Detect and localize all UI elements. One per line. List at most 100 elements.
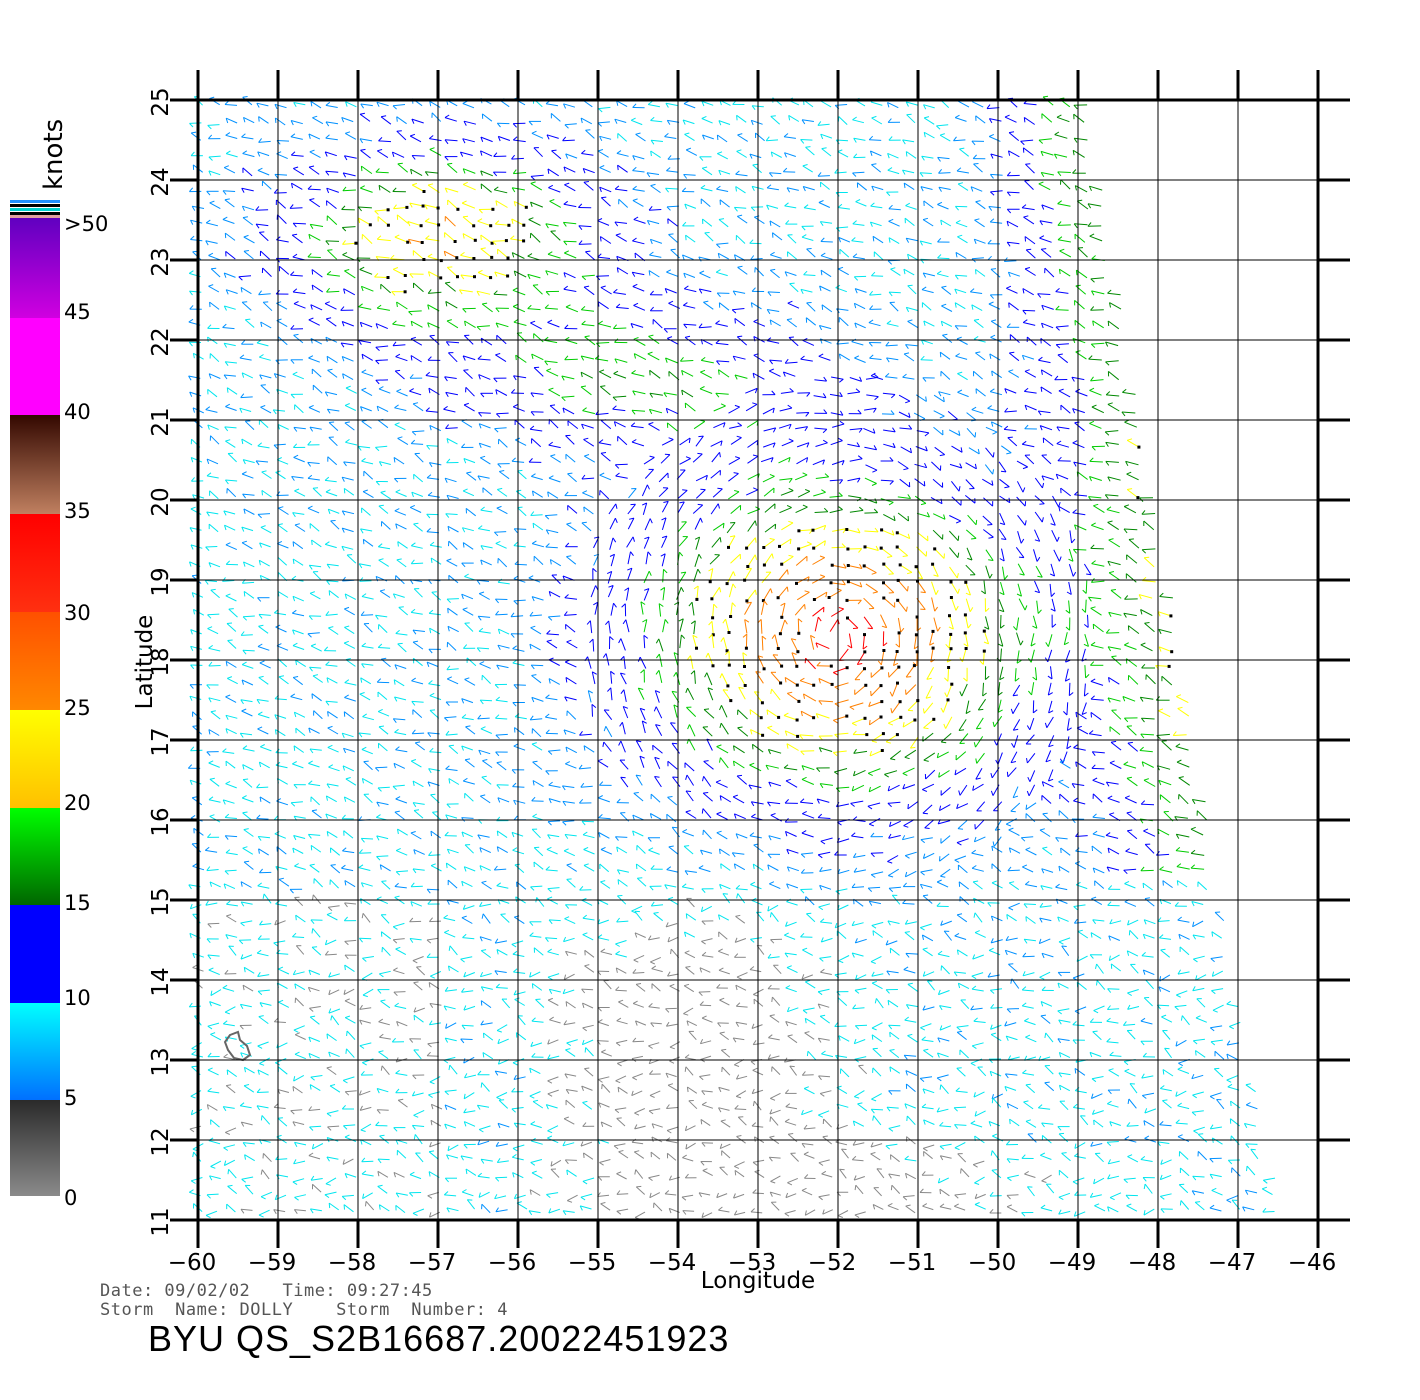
rain-flag-dot bbox=[846, 580, 850, 584]
wind-vector bbox=[411, 118, 424, 124]
wind-barb bbox=[445, 513, 450, 518]
wind-vector bbox=[643, 570, 650, 584]
wind-vector bbox=[904, 217, 915, 226]
wind-vector bbox=[818, 700, 834, 703]
wind-barb bbox=[1089, 457, 1094, 462]
wind-barb bbox=[681, 390, 684, 396]
rain-flag-dot bbox=[472, 257, 476, 260]
rain-flag-dot bbox=[830, 682, 834, 686]
wind-vector bbox=[746, 589, 756, 602]
wind-vector bbox=[716, 188, 729, 192]
wind-barb bbox=[292, 288, 298, 293]
wind-barb bbox=[954, 114, 960, 119]
wind-barb bbox=[838, 353, 841, 359]
wind-vector bbox=[462, 138, 475, 143]
wind-vector bbox=[990, 173, 1003, 176]
wind-barb bbox=[598, 320, 603, 325]
wind-vector bbox=[375, 445, 388, 448]
wind-vector bbox=[905, 665, 915, 678]
wind-vector bbox=[615, 475, 628, 479]
wind-vector bbox=[1089, 422, 1102, 429]
rain-flag-dot bbox=[812, 683, 816, 687]
wind-vector bbox=[707, 687, 714, 701]
wind-vector bbox=[342, 242, 356, 245]
wind-vector bbox=[361, 507, 371, 516]
wind-barb bbox=[1010, 761, 1017, 764]
wind-vector bbox=[1108, 676, 1120, 685]
wind-barb bbox=[733, 472, 739, 474]
wind-barb bbox=[904, 756, 910, 760]
wind-vector bbox=[863, 597, 875, 609]
wind-vector bbox=[425, 375, 439, 378]
wind-vector bbox=[1016, 632, 1021, 646]
wind-vector bbox=[444, 282, 456, 292]
wind-vector bbox=[902, 784, 916, 790]
wind-barb bbox=[660, 586, 665, 591]
wind-barb bbox=[412, 182, 418, 186]
wind-vector bbox=[651, 139, 663, 142]
wind-barb bbox=[1068, 692, 1074, 696]
wind-vector bbox=[363, 794, 373, 804]
wind-barb bbox=[205, 240, 209, 246]
wind-vector bbox=[1004, 116, 1017, 123]
wind-barb bbox=[1011, 743, 1015, 748]
wind-vector bbox=[1110, 741, 1122, 751]
wind-vector bbox=[341, 117, 354, 123]
wind-vector bbox=[345, 132, 357, 140]
wind-barb bbox=[427, 304, 430, 310]
wind-vector bbox=[667, 337, 679, 345]
wind-barb bbox=[1088, 185, 1092, 192]
wind-vector bbox=[226, 289, 238, 294]
wind-vector bbox=[413, 282, 424, 293]
wind-vector bbox=[1090, 379, 1104, 382]
wind-vector bbox=[309, 748, 322, 751]
rain-flag-dot bbox=[882, 562, 886, 566]
wind-vector bbox=[632, 170, 645, 173]
wind-vector bbox=[549, 405, 561, 414]
wind-vector bbox=[632, 271, 645, 276]
wind-barb bbox=[895, 643, 900, 648]
wind-barb bbox=[1056, 536, 1060, 542]
wind-barb bbox=[208, 697, 212, 703]
wind-vector bbox=[654, 690, 660, 703]
wind-barb bbox=[737, 214, 743, 217]
wind-vector bbox=[225, 783, 237, 789]
wind-barb bbox=[1013, 626, 1017, 631]
wind-barb bbox=[394, 508, 400, 512]
wind-barb bbox=[1050, 592, 1056, 597]
wind-vector bbox=[983, 580, 986, 594]
wind-vector bbox=[1006, 287, 1018, 294]
wind-vector bbox=[609, 517, 616, 530]
rain-flag-dot bbox=[879, 684, 883, 688]
wind-vector bbox=[448, 745, 459, 754]
wind-vector bbox=[531, 696, 544, 702]
wind-barb bbox=[784, 619, 788, 625]
wind-barb bbox=[480, 338, 483, 344]
wind-barb bbox=[732, 571, 736, 577]
wind-vector bbox=[293, 291, 306, 295]
wind-vector bbox=[794, 603, 805, 616]
wind-vector bbox=[381, 521, 391, 530]
wind-vector bbox=[497, 557, 508, 568]
wind-barb bbox=[495, 734, 500, 740]
wind-barb bbox=[564, 355, 569, 361]
wind-vector bbox=[1105, 494, 1119, 497]
wind-barb bbox=[717, 151, 723, 155]
wind-vector bbox=[378, 546, 391, 550]
wind-vector bbox=[1038, 359, 1051, 364]
wind-vector bbox=[342, 510, 355, 515]
wind-vector bbox=[1073, 113, 1085, 123]
wind-barb bbox=[903, 183, 906, 189]
wind-vector bbox=[598, 817, 611, 820]
wind-barb bbox=[325, 795, 328, 801]
wind-vector bbox=[579, 767, 592, 770]
wind-barb bbox=[225, 439, 231, 442]
wind-vector bbox=[409, 506, 422, 513]
wind-vector bbox=[965, 479, 975, 489]
wind-vector bbox=[222, 751, 235, 754]
wind-barb bbox=[460, 251, 465, 256]
wind-vector bbox=[510, 615, 524, 618]
wind-barb bbox=[290, 359, 295, 364]
wind-vector bbox=[464, 759, 475, 768]
wind-barb bbox=[411, 431, 417, 436]
